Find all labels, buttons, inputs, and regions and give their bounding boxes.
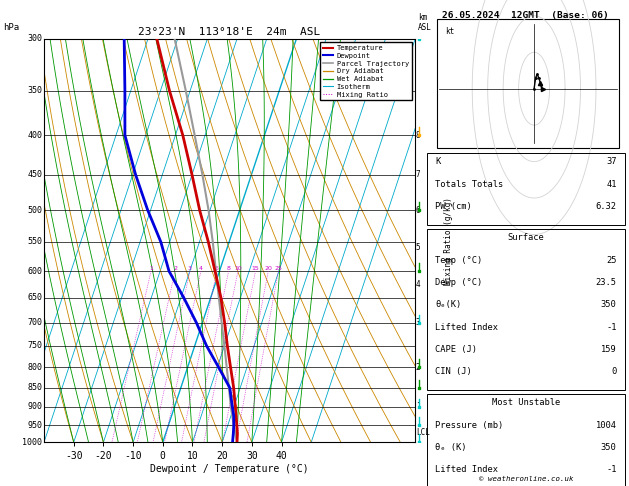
Text: 1000: 1000: [22, 438, 42, 447]
Text: 850: 850: [27, 383, 42, 392]
Text: 25: 25: [606, 256, 616, 264]
Text: 950: 950: [27, 420, 42, 430]
Text: 3: 3: [416, 318, 421, 327]
Text: 10: 10: [234, 266, 242, 271]
Text: 4: 4: [199, 266, 203, 271]
Text: 900: 900: [27, 402, 42, 412]
Text: Surface: Surface: [508, 233, 544, 242]
Text: 5: 5: [416, 243, 421, 253]
Text: 450: 450: [27, 170, 42, 179]
Text: K: K: [435, 157, 440, 166]
Text: 4: 4: [416, 280, 421, 289]
X-axis label: Dewpoint / Temperature (°C): Dewpoint / Temperature (°C): [150, 464, 309, 474]
Text: -1: -1: [606, 323, 616, 331]
Text: 600: 600: [27, 267, 42, 276]
Text: CIN (J): CIN (J): [435, 367, 472, 376]
Text: 6: 6: [416, 206, 421, 214]
Text: 159: 159: [601, 345, 616, 354]
Text: Dewp (°C): Dewp (°C): [435, 278, 482, 287]
Text: 37: 37: [606, 157, 616, 166]
Text: 1004: 1004: [596, 421, 616, 430]
Text: km
ASL: km ASL: [418, 13, 432, 32]
Text: 650: 650: [27, 294, 42, 302]
Text: 25: 25: [274, 266, 282, 271]
Text: Pressure (mb): Pressure (mb): [435, 421, 503, 430]
Text: 750: 750: [27, 341, 42, 350]
Text: 0: 0: [611, 367, 616, 376]
Text: hPa: hPa: [3, 22, 19, 32]
Text: θₑ(K): θₑ(K): [435, 300, 461, 309]
Text: 6.32: 6.32: [596, 202, 616, 211]
Text: 15: 15: [252, 266, 259, 271]
Text: 26.05.2024  12GMT  (Base: 06): 26.05.2024 12GMT (Base: 06): [442, 11, 610, 20]
Text: 800: 800: [27, 363, 42, 372]
Text: 400: 400: [27, 131, 42, 140]
Text: Temp (°C): Temp (°C): [435, 256, 482, 264]
Text: Lifted Index: Lifted Index: [435, 323, 498, 331]
Text: LCL: LCL: [416, 428, 430, 436]
Bar: [427, 153, 625, 225]
Text: Lifted Index: Lifted Index: [435, 466, 498, 474]
Text: kt: kt: [445, 27, 455, 36]
Text: 1: 1: [149, 266, 153, 271]
Text: 8: 8: [226, 266, 231, 271]
Text: 6: 6: [215, 266, 219, 271]
Bar: [437, 19, 619, 148]
Text: θₑ (K): θₑ (K): [435, 443, 467, 452]
Text: 20: 20: [264, 266, 272, 271]
Text: 700: 700: [27, 318, 42, 327]
Bar: [427, 394, 625, 486]
Text: © weatheronline.co.uk: © weatheronline.co.uk: [479, 476, 573, 482]
Text: 2: 2: [173, 266, 177, 271]
Text: 1: 1: [416, 402, 421, 412]
Bar: [427, 229, 625, 390]
Text: 500: 500: [27, 206, 42, 214]
Text: 2: 2: [416, 363, 421, 372]
Text: 350: 350: [601, 300, 616, 309]
Text: Mixing Ratio (g/kg): Mixing Ratio (g/kg): [444, 197, 453, 284]
Text: -1: -1: [606, 466, 616, 474]
Text: 23.5: 23.5: [596, 278, 616, 287]
Text: Most Unstable: Most Unstable: [492, 399, 560, 407]
Text: PW (cm): PW (cm): [435, 202, 472, 211]
Text: Totals Totals: Totals Totals: [435, 180, 503, 189]
Text: 8: 8: [416, 131, 421, 140]
Text: CAPE (J): CAPE (J): [435, 345, 477, 354]
Text: 350: 350: [601, 443, 616, 452]
Title: 23°23'N  113°18'E  24m  ASL: 23°23'N 113°18'E 24m ASL: [138, 27, 321, 37]
Text: 300: 300: [27, 35, 42, 43]
Text: 41: 41: [606, 180, 616, 189]
Text: 7: 7: [416, 170, 421, 179]
Text: 350: 350: [27, 86, 42, 95]
Text: 550: 550: [27, 238, 42, 246]
Text: 3: 3: [188, 266, 192, 271]
Legend: Temperature, Dewpoint, Parcel Trajectory, Dry Adiabat, Wet Adiabat, Isotherm, Mi: Temperature, Dewpoint, Parcel Trajectory…: [320, 42, 411, 100]
